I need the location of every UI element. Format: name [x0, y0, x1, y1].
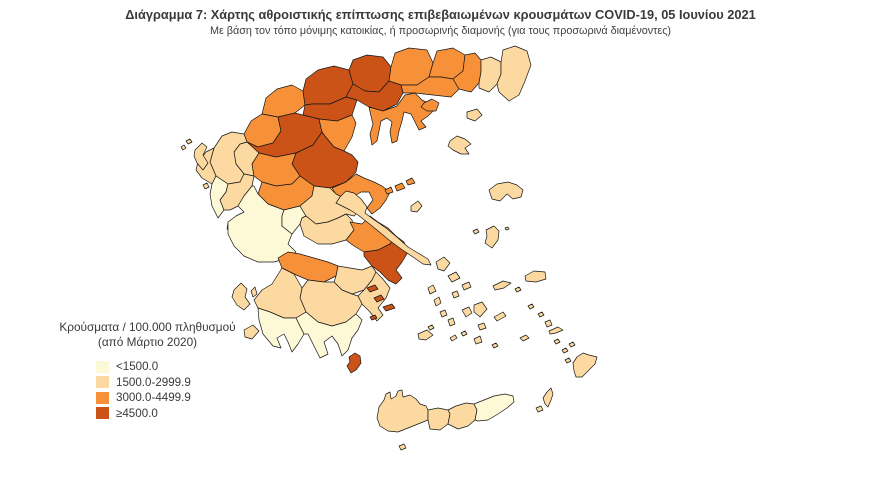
region-limnos	[447, 135, 472, 155]
region-sporades-skiathos	[384, 186, 394, 195]
region-messenia	[257, 307, 305, 353]
region-trikala	[251, 152, 301, 187]
region-euboea	[335, 190, 432, 266]
legend-label-ge4500: ≥4500.0	[116, 406, 158, 420]
region-lasithi	[473, 393, 515, 422]
region-paros	[461, 306, 473, 318]
region-kos	[548, 326, 564, 335]
region-naxos	[473, 301, 488, 318]
legend-item-3000-4499: 3000.0-4499.9	[96, 390, 255, 406]
figure-title: Διάγραμμα 7: Χάρτης αθροιστικής επίπτωση…	[125, 7, 756, 22]
region-sporades-skopelos	[394, 182, 406, 192]
region-heraklion	[447, 402, 478, 430]
legend-label-1500-2999: 1500.0-2999.9	[116, 375, 191, 389]
region-small-islands	[180, 138, 576, 451]
region-thasos	[420, 98, 440, 112]
region-serifos	[439, 309, 448, 318]
region-santorini	[473, 335, 483, 345]
region-argolida	[357, 271, 391, 322]
region-corfu	[193, 142, 209, 171]
region-tinos	[447, 271, 461, 283]
legend-item-1500-2999: 1500.0-2999.9	[96, 375, 255, 391]
region-laconia	[295, 311, 363, 359]
region-arta	[219, 173, 255, 211]
legend-label-lt1500: <1500.0	[116, 360, 159, 374]
region-milos	[417, 329, 434, 341]
legend-item-ge4500: ≥4500.0	[96, 406, 255, 422]
region-zakynthos	[243, 324, 260, 340]
legend-title-line2: (από Μάρτιο 2020)	[97, 335, 198, 349]
legend-title-line1: Κρούσματα / 100.000 πληθυσμού	[59, 320, 236, 334]
region-thessaloniki	[345, 80, 404, 112]
region-andros	[435, 256, 451, 272]
figure-subtitle: Με βάση τον τόπο μόνιμης κατοικίας, ή πρ…	[210, 25, 671, 37]
legend-label-3000-4499: 3000.0-4499.9	[116, 391, 191, 405]
region-florina	[261, 84, 306, 118]
region-lesbos	[488, 181, 524, 202]
region-chalkidiki	[368, 92, 435, 146]
region-samothrace	[466, 108, 483, 122]
region-chania	[376, 389, 429, 433]
region-kea	[427, 284, 437, 295]
region-amorgos	[493, 311, 507, 322]
region-kythira	[346, 352, 362, 374]
region-sifnos	[447, 317, 456, 327]
region-kalymnos	[544, 319, 553, 328]
region-ios	[477, 322, 487, 331]
region-kythnos	[433, 296, 442, 307]
region-evros	[496, 45, 532, 102]
legend-swatch-3000-4499	[96, 391, 109, 404]
legend-swatch-lt1500	[96, 360, 109, 373]
region-samos	[524, 270, 547, 283]
legend-swatch-1500-2999	[96, 376, 109, 389]
region-syros	[451, 290, 460, 299]
region-ithaca	[250, 286, 258, 298]
legend-items: <1500.0 1500.0-2999.9 3000.0-4499.9 ≥450…	[40, 359, 255, 421]
region-karpathos	[542, 387, 554, 408]
region-sporades-alonissos	[405, 177, 416, 186]
region-rhodes	[572, 352, 598, 378]
region-skyros	[410, 200, 423, 213]
region-xanthi	[452, 52, 482, 93]
region-chios	[484, 225, 500, 249]
region-ikaria	[492, 280, 512, 291]
region-rethymno	[427, 407, 451, 431]
region-mykonos	[461, 281, 472, 291]
region-cephalonia	[231, 282, 251, 311]
legend-item-lt1500: <1500.0	[96, 359, 255, 375]
legend-swatch-ge4500	[96, 407, 109, 420]
legend: Κρούσματα / 100.000 πληθυσμού (από Μάρτι…	[40, 320, 255, 421]
region-attica-islands	[366, 284, 396, 321]
